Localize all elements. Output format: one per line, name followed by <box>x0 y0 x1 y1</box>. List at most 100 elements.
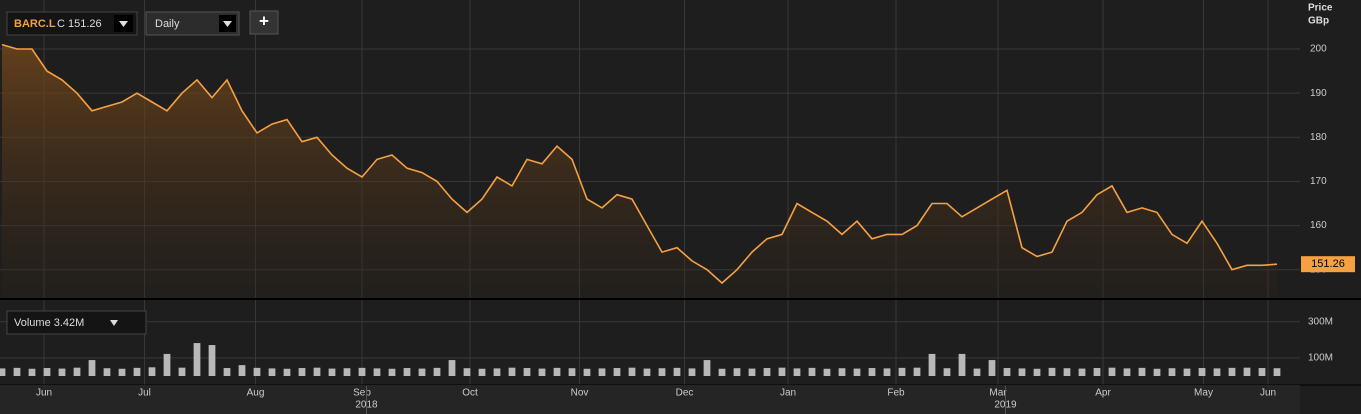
volume-bar <box>178 367 186 376</box>
y-tick-label: 170 <box>1310 176 1327 187</box>
volume-bar <box>1198 368 1206 376</box>
quote: C 151.26 <box>57 18 102 30</box>
volume-bar <box>1243 367 1251 376</box>
volume-bar <box>628 367 636 376</box>
volume-bar <box>1048 367 1056 376</box>
volume-bar <box>1003 368 1011 376</box>
add-button[interactable]: + <box>249 10 279 35</box>
volume-bar <box>313 367 321 376</box>
volume-bar <box>688 368 696 376</box>
volume-bar <box>73 367 81 376</box>
volume-bar <box>748 368 756 376</box>
x-tick-label: Oct <box>462 388 478 399</box>
volume-bar <box>913 367 921 376</box>
volume-bar <box>433 367 441 376</box>
volume-label: Volume 3.42M <box>14 317 84 329</box>
volume-bar <box>358 367 366 376</box>
year-label: 2019 <box>994 400 1017 411</box>
volume-bar <box>898 367 906 376</box>
volume-bar <box>133 367 141 376</box>
y-tick-label: 160 <box>1310 220 1327 231</box>
volume-bar <box>973 368 981 376</box>
volume-bar <box>553 367 561 376</box>
volume-bar <box>1183 368 1191 376</box>
volume-bar <box>823 368 831 376</box>
volume-bar <box>763 368 771 376</box>
x-tick-label: Jun <box>36 388 52 399</box>
volume-bar <box>1123 368 1131 376</box>
year-label: 2018 <box>355 400 378 411</box>
volume-bar <box>1063 368 1071 376</box>
volume-bar <box>508 367 516 376</box>
volume-bar <box>778 367 786 376</box>
volume-bar <box>58 368 66 376</box>
x-tick-label: Sep <box>353 388 371 399</box>
volume-bar <box>1273 368 1281 376</box>
volume-bar <box>583 368 591 376</box>
volume-bar <box>88 360 96 376</box>
volume-bar <box>1168 368 1176 376</box>
volume-bar <box>388 368 396 376</box>
y-tick-label: 200 <box>1310 44 1327 55</box>
interval-selector[interactable]: Daily <box>145 11 240 36</box>
volume-bar <box>838 368 846 376</box>
volume-bar <box>118 368 126 376</box>
volume-bar <box>868 368 876 376</box>
volume-bar <box>478 368 486 376</box>
x-tick-label: Dec <box>676 388 694 399</box>
volume-bar <box>1258 368 1266 376</box>
volume-bar <box>643 368 651 376</box>
volume-bar <box>883 368 891 376</box>
x-tick-label: Jun <box>1260 388 1276 399</box>
volume-bar <box>1153 368 1161 376</box>
volume-bar <box>463 368 471 376</box>
volume-bar <box>448 360 456 376</box>
volume-bar <box>418 368 426 376</box>
y-tick-label: 100M <box>1308 353 1333 364</box>
add-label: + <box>259 11 269 30</box>
volume-bar <box>193 343 201 376</box>
symbol-selector[interactable]: BARC.L C 151.26 <box>6 11 138 36</box>
x-tick-label: May <box>1194 388 1213 399</box>
volume-bar <box>808 367 816 376</box>
volume-bar <box>943 368 951 376</box>
volume-bar <box>238 365 246 376</box>
x-tick-label: Apr <box>1095 388 1111 399</box>
volume-bar <box>1093 368 1101 376</box>
volume-bar <box>223 368 231 376</box>
volume-bar <box>298 368 306 376</box>
volume-bar <box>208 345 216 376</box>
volume-bar <box>988 360 996 376</box>
volume-bar <box>523 368 531 376</box>
volume-bar <box>673 367 681 376</box>
volume-bar <box>103 368 111 376</box>
x-tick-label: Feb <box>887 388 905 399</box>
volume-bar <box>958 353 966 376</box>
volume-bar <box>1033 368 1041 376</box>
volume-bar <box>1078 368 1086 376</box>
volume-bar <box>253 367 261 376</box>
volume-selector[interactable]: Volume 3.42M <box>6 310 147 335</box>
volume-bar <box>493 368 501 376</box>
volume-bar <box>13 367 21 376</box>
volume-bar <box>733 368 741 376</box>
price-area <box>2 44 1277 298</box>
y-tick-label: 180 <box>1310 132 1327 143</box>
volume-bar <box>268 368 276 376</box>
y-axis-label: Price <box>1308 3 1333 14</box>
volume-bar <box>1228 367 1236 376</box>
y-tick-label: 300M <box>1308 316 1333 327</box>
price-line <box>1 43 1278 285</box>
volume-bar <box>1108 367 1116 376</box>
x-axis-band <box>0 385 1300 414</box>
volume-bar <box>928 353 936 376</box>
x-tick-label: Jan <box>780 388 796 399</box>
x-tick-label: Jul <box>138 388 151 399</box>
volume-bar <box>403 368 411 376</box>
volume-bar <box>1213 368 1221 376</box>
volume-bar <box>328 368 336 376</box>
last-price-badge <box>1301 256 1355 273</box>
last-price-label: 151.26 <box>1311 258 1345 270</box>
volume-bar <box>568 368 576 376</box>
volume-bar <box>148 367 156 376</box>
